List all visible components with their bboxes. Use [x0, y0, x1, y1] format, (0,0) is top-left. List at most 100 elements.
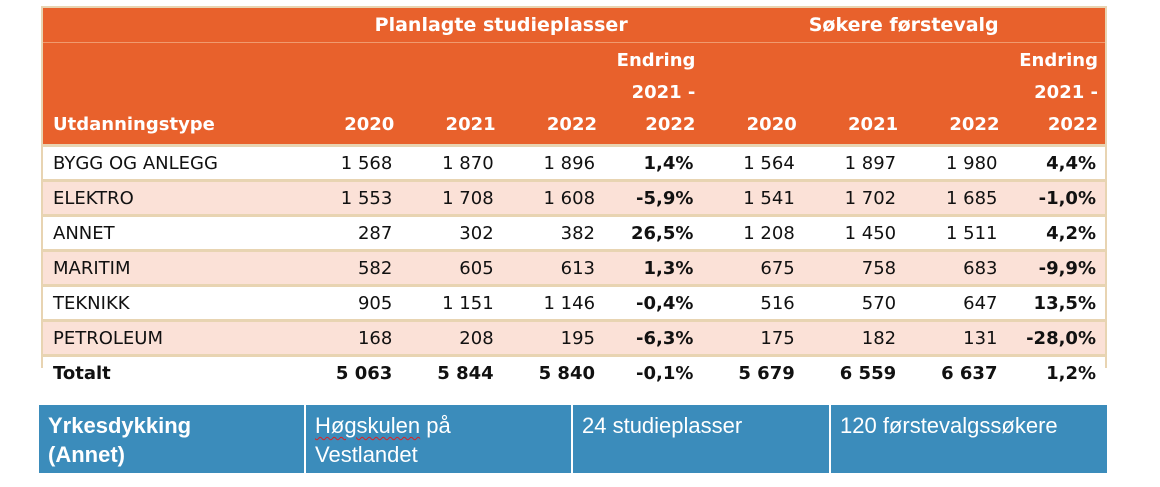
- change-label-line2: 2021 -: [631, 82, 696, 103]
- row-type: TEKNIKK: [43, 284, 300, 321]
- first-choice-applicants-text: 120 førstevalgssøkere: [840, 413, 1058, 438]
- cell-planned-change: 1,3%: [604, 249, 703, 286]
- cell-planned-change: 26,5%: [604, 214, 703, 251]
- cell-planned-2021: 605: [401, 249, 503, 286]
- total-row: Totalt 5 063 5 844 5 840 -0,1% 5 679 6 5…: [43, 354, 1105, 389]
- change-label-line1: Endring: [1019, 50, 1098, 71]
- cell-applicants-2022: 6 637: [905, 354, 1007, 389]
- column-header-type: Utdanningstype: [43, 42, 300, 146]
- cell-planned-change: 1,4%: [604, 144, 703, 181]
- cell-planned-2020: 582: [299, 249, 402, 286]
- column-header-applicants-2021: 2021: [803, 42, 906, 146]
- cell-applicants-2021: 1 897: [803, 144, 906, 181]
- cell-planned-2022: 613: [502, 249, 605, 286]
- group-header-applicants: Søkere førstevalg: [702, 8, 1105, 43]
- column-header-planned-2020: 2020: [299, 42, 402, 146]
- table-row: ELEKTRO 1 553 1 708 1 608 -5,9% 1 541 1 …: [43, 179, 1105, 216]
- cell-planned-2022: 195: [502, 319, 605, 356]
- cell-planned-2021: 208: [401, 319, 503, 356]
- column-header-applicants-2022: 2022: [905, 42, 1007, 146]
- school-name-line2: Vestlandet: [315, 442, 418, 467]
- cell-applicants-2022: 1 511: [905, 214, 1007, 251]
- cell-planned-2020: 287: [299, 214, 402, 251]
- school-cell: Høgskulen på Vestlandet: [306, 405, 573, 473]
- cell-applicants-2021: 182: [803, 319, 906, 356]
- cell-applicants-2020: 1 541: [702, 179, 804, 216]
- cell-applicants-2020: 5 679: [702, 354, 804, 389]
- cell-planned-2020: 5 063: [299, 354, 402, 389]
- group-header-row: Planlagte studieplasser Søkere førsteval…: [43, 8, 1105, 43]
- cell-planned-2021: 1 870: [401, 144, 503, 181]
- change-label-line3: 2022: [645, 114, 696, 135]
- cell-applicants-2021: 1 702: [803, 179, 906, 216]
- cell-applicants-2020: 1 564: [702, 144, 804, 181]
- school-name-rest: på: [420, 413, 451, 438]
- cell-planned-2022: 1 146: [502, 284, 605, 321]
- study-places-cell: 24 studieplasser: [573, 405, 831, 473]
- cell-applicants-change: 4,2%: [1006, 214, 1105, 251]
- cell-applicants-change: 1,2%: [1006, 354, 1105, 389]
- study-places-table-frame: Planlagte studieplasser Søkere førsteval…: [41, 6, 1107, 389]
- cell-applicants-2022: 1 980: [905, 144, 1007, 181]
- row-type: BYGG OG ANLEGG: [43, 144, 300, 181]
- table-row: BYGG OG ANLEGG 1 568 1 870 1 896 1,4% 1 …: [43, 144, 1105, 181]
- program-name-cell: Yrkesdykking (Annet): [39, 405, 306, 473]
- table-row: ANNET 287 302 382 26,5% 1 208 1 450 1 51…: [43, 214, 1105, 251]
- cell-applicants-2021: 758: [803, 249, 906, 286]
- row-type: PETROLEUM: [43, 319, 300, 356]
- program-name-line2: (Annet): [48, 442, 125, 467]
- cell-planned-2020: 1 568: [299, 144, 402, 181]
- cell-applicants-2020: 1 208: [702, 214, 804, 251]
- cell-applicants-2022: 1 685: [905, 179, 1007, 216]
- cell-planned-change: -0,4%: [604, 284, 703, 321]
- column-header-planned-change: Endring 2021 - 2022: [604, 42, 703, 146]
- cell-planned-2022: 382: [502, 214, 605, 251]
- cell-applicants-2022: 131: [905, 319, 1007, 356]
- study-places-table: Planlagte studieplasser Søkere førsteval…: [43, 8, 1105, 389]
- program-info-bar: Yrkesdykking (Annet) Høgskulen på Vestla…: [39, 405, 1107, 473]
- group-header-spacer: [43, 8, 300, 43]
- program-name-line1: Yrkesdykking: [48, 413, 192, 438]
- cell-applicants-2020: 175: [702, 319, 804, 356]
- cell-planned-2020: 168: [299, 319, 402, 356]
- cell-applicants-change: 4,4%: [1006, 144, 1105, 181]
- cell-applicants-change: -9,9%: [1006, 249, 1105, 286]
- cell-planned-2021: 302: [401, 214, 503, 251]
- cell-applicants-change: -1,0%: [1006, 179, 1105, 216]
- cell-planned-change: -5,9%: [604, 179, 703, 216]
- group-header-planned: Planlagte studieplasser: [299, 8, 703, 43]
- first-choice-applicants-cell: 120 førstevalgssøkere: [831, 405, 1107, 473]
- cell-planned-2022: 1 608: [502, 179, 605, 216]
- cell-applicants-2021: 570: [803, 284, 906, 321]
- cell-planned-2021: 1 151: [401, 284, 503, 321]
- cell-planned-2021: 1 708: [401, 179, 503, 216]
- cell-planned-change: -6,3%: [604, 319, 703, 356]
- cell-applicants-2022: 683: [905, 249, 1007, 286]
- cell-planned-2022: 1 896: [502, 144, 605, 181]
- column-header-planned-2021: 2021: [401, 42, 503, 146]
- table-row: TEKNIKK 905 1 151 1 146 -0,4% 516 570 64…: [43, 284, 1105, 321]
- change-label-line3: 2022: [1047, 114, 1098, 135]
- cell-planned-change: -0,1%: [604, 354, 703, 389]
- table-row: PETROLEUM 168 208 195 -6,3% 175 182 131 …: [43, 319, 1105, 356]
- column-header-applicants-2020: 2020: [702, 42, 804, 146]
- cell-applicants-change: 13,5%: [1006, 284, 1105, 321]
- column-header-row: Utdanningstype 2020 2021 2022 Endring 202…: [43, 42, 1105, 146]
- cell-applicants-2021: 1 450: [803, 214, 906, 251]
- cell-applicants-2022: 647: [905, 284, 1007, 321]
- row-type: ELEKTRO: [43, 179, 300, 216]
- cell-planned-2020: 905: [299, 284, 402, 321]
- cell-applicants-2020: 516: [702, 284, 804, 321]
- change-label-line2: 2021 -: [1034, 82, 1098, 103]
- study-places-text: 24 studieplasser: [582, 413, 743, 438]
- change-label-line1: Endring: [616, 50, 696, 71]
- school-name-misspelled-word: Høgskulen: [315, 413, 421, 438]
- cell-planned-2020: 1 553: [299, 179, 402, 216]
- cell-planned-2022: 5 840: [502, 354, 605, 389]
- cell-applicants-change: -28,0%: [1006, 319, 1105, 356]
- column-header-applicants-change: Endring 2021 - 2022: [1006, 42, 1105, 146]
- cell-applicants-2020: 675: [702, 249, 804, 286]
- row-type: MARITIM: [43, 249, 300, 286]
- table-row: MARITIM 582 605 613 1,3% 675 758 683 -9,…: [43, 249, 1105, 286]
- column-header-planned-2022: 2022: [502, 42, 605, 146]
